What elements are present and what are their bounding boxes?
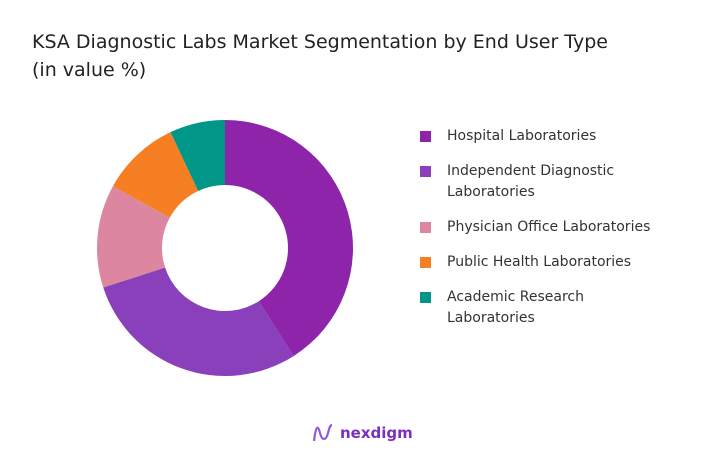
legend-item: Independent Diagnostic Laboratories xyxy=(420,161,700,203)
brand-logo: nexdigm xyxy=(312,423,413,443)
legend-label: Physician Office Laboratories xyxy=(447,219,651,235)
chart-title: KSA Diagnostic Labs Market Segmentation … xyxy=(32,31,608,81)
nexdigm-logo-icon xyxy=(312,423,333,442)
slice-physician-office-laboratories xyxy=(97,186,170,288)
legend-item: Hospital Laboratories xyxy=(420,126,700,147)
legend-label: Academic Research Laboratories xyxy=(447,289,584,326)
slice-public-health-laboratories xyxy=(112,132,199,218)
legend-label: Hospital Laboratories xyxy=(447,128,597,144)
legend-label: Independent Diagnostic Laboratories xyxy=(447,163,615,200)
brand-name: nexdigm xyxy=(340,424,413,442)
legend-swatch xyxy=(420,166,431,177)
slice-independent-diagnostic-laboratories xyxy=(103,267,294,376)
slice-hospital-laboratories xyxy=(225,120,353,357)
legend-swatch xyxy=(420,131,431,142)
legend-item: Public Health Laboratories xyxy=(420,252,700,273)
slice-academic-research-laboratories xyxy=(170,120,225,191)
legend: Hospital Laboratories Independent Diagnos… xyxy=(420,126,700,343)
legend-swatch xyxy=(420,292,431,303)
legend-label: Public Health Laboratories xyxy=(447,254,632,270)
legend-swatch xyxy=(420,222,431,233)
legend-swatch xyxy=(420,257,431,268)
legend-item: Physician Office Laboratories xyxy=(420,217,700,238)
legend-item: Academic Research Laboratories xyxy=(420,287,700,329)
